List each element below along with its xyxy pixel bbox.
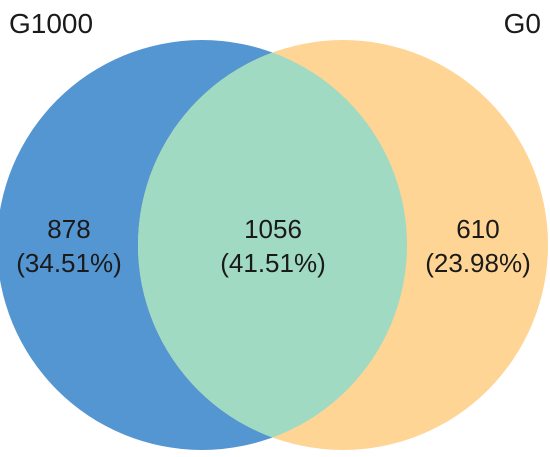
region-percent-both: (41.51%) xyxy=(220,248,326,278)
set-label-g0: G0 xyxy=(504,8,541,39)
region-count-g1000-only: 878 xyxy=(47,214,90,244)
region-count-g0-only: 610 xyxy=(456,214,499,244)
intersection-region xyxy=(138,40,407,450)
region-percent-g0-only: (23.98%) xyxy=(425,248,531,278)
set-label-g1000: G1000 xyxy=(9,8,93,39)
region-count-both: 1056 xyxy=(244,214,302,244)
region-percent-g1000-only: (34.51%) xyxy=(16,248,122,278)
